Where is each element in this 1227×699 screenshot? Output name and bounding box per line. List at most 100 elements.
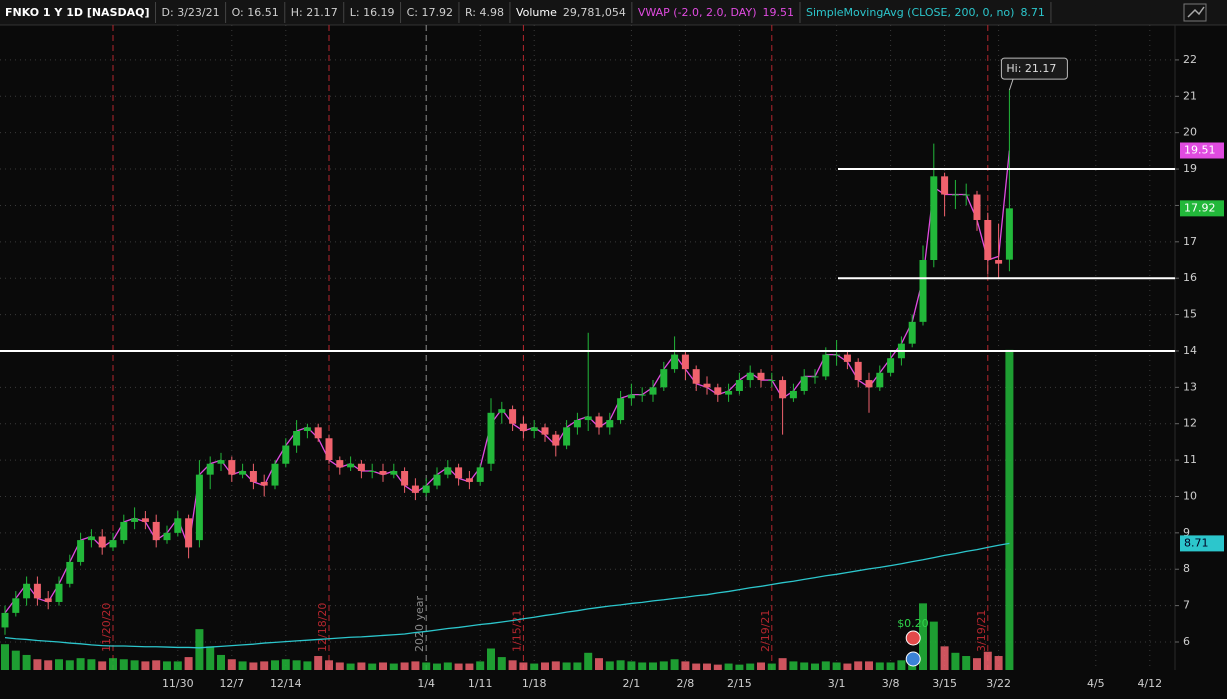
candle-body [984,219,992,261]
volume-bar [271,660,279,670]
volume-bar [541,662,549,670]
volume-bar [303,661,312,670]
header-bar [0,0,1227,25]
volume-bar [98,661,107,670]
volume-bar [746,663,755,670]
volume-bar [854,661,863,670]
volume-bar [411,661,420,670]
price-tag [1180,535,1224,552]
volume-bar [325,660,333,670]
volume-bar [465,663,474,670]
candle-body [195,474,203,541]
candle-body [941,176,949,195]
candle-body [357,463,365,472]
candle-body [822,354,830,377]
volume-bar [65,660,74,670]
candle-body [800,376,808,391]
candle-body [98,536,106,548]
candle-body [465,478,473,482]
candle-body [519,423,527,431]
candle-body [768,380,776,382]
event-label: 3/19/21 [975,610,988,652]
y-tick-label: 16 [1183,271,1197,284]
volume-bar [368,663,377,670]
candle-body [444,467,452,475]
y-tick-label: 20 [1183,126,1197,139]
volume-bar [487,648,495,670]
volume-bar [281,659,290,670]
volume-bar [973,658,981,670]
settings-icon[interactable] [1183,3,1207,22]
settings-icon-frame[interactable] [1183,3,1207,22]
volume-bar [551,661,560,670]
header-item: L: 16.19 [350,6,395,19]
volume-bar [994,656,1003,670]
volume-bar [724,663,733,670]
earnings-icon [905,630,921,646]
annotation-text: Hi: 21.17 [1006,62,1056,75]
volume-bar [33,659,42,670]
y-tick-label: 21 [1183,89,1197,102]
x-tick-label: 2/15 [727,677,752,690]
volume-bar [627,661,636,670]
volume-bar [292,660,301,670]
candle-body [757,372,765,381]
candle-body [152,521,160,541]
y-tick-label: 19 [1183,162,1197,175]
candle-body [930,176,938,261]
y-tick-label: 15 [1183,308,1197,321]
x-tick-label: 12/7 [219,677,244,690]
y-tick-label: 14 [1183,344,1197,357]
volume-bar [562,662,571,670]
y-tick-label: 10 [1183,489,1197,502]
volume-bar [670,659,679,670]
price-tag-label: 8.71 [1184,536,1209,549]
volume-bar [951,652,960,670]
settings-icon-glyph[interactable] [1187,6,1205,18]
volume-bar [141,661,150,670]
volume-bar [22,654,31,670]
candles [1,90,1013,635]
volume-bar [843,663,852,670]
candle-body [876,372,884,388]
candle-body [833,354,841,356]
volume-bar [335,662,344,670]
volume-bar [865,661,873,670]
volume-bar [217,654,225,670]
volume [1,349,1014,670]
volume-bar [735,664,744,670]
candle-body [141,518,149,522]
volume-bar [314,656,323,670]
volume-bar [44,660,53,670]
header-item: 8.71 [1020,6,1045,19]
volume-bar [400,662,409,670]
price-tag [1180,142,1224,159]
volume-bar [757,662,765,670]
x-tick-label: 1/18 [522,677,547,690]
event-label: 2020 year [413,595,426,652]
volume-bar [789,661,798,670]
candle-body [87,536,95,541]
candle-body [595,416,603,428]
x-tick-label: 4/12 [1137,677,1162,690]
volume-bar [346,663,355,670]
header-item: Volume [516,6,557,19]
volume-bar [227,659,236,670]
x-tick-label: 2/8 [677,677,695,690]
candle-body [303,427,311,431]
candle-body [12,598,20,613]
candle-body [109,540,117,548]
candle-body [811,376,819,378]
candle-body [919,260,927,322]
candle-body [530,427,538,431]
x-tick-label: 3/22 [986,677,1011,690]
volume-bar [389,663,398,670]
candle-body [174,518,182,533]
candle-body [249,471,257,482]
candle-body [973,194,981,220]
candle-body [239,471,247,475]
volume-bar [940,646,949,670]
candle-body [789,390,797,399]
candle-body [487,412,495,464]
